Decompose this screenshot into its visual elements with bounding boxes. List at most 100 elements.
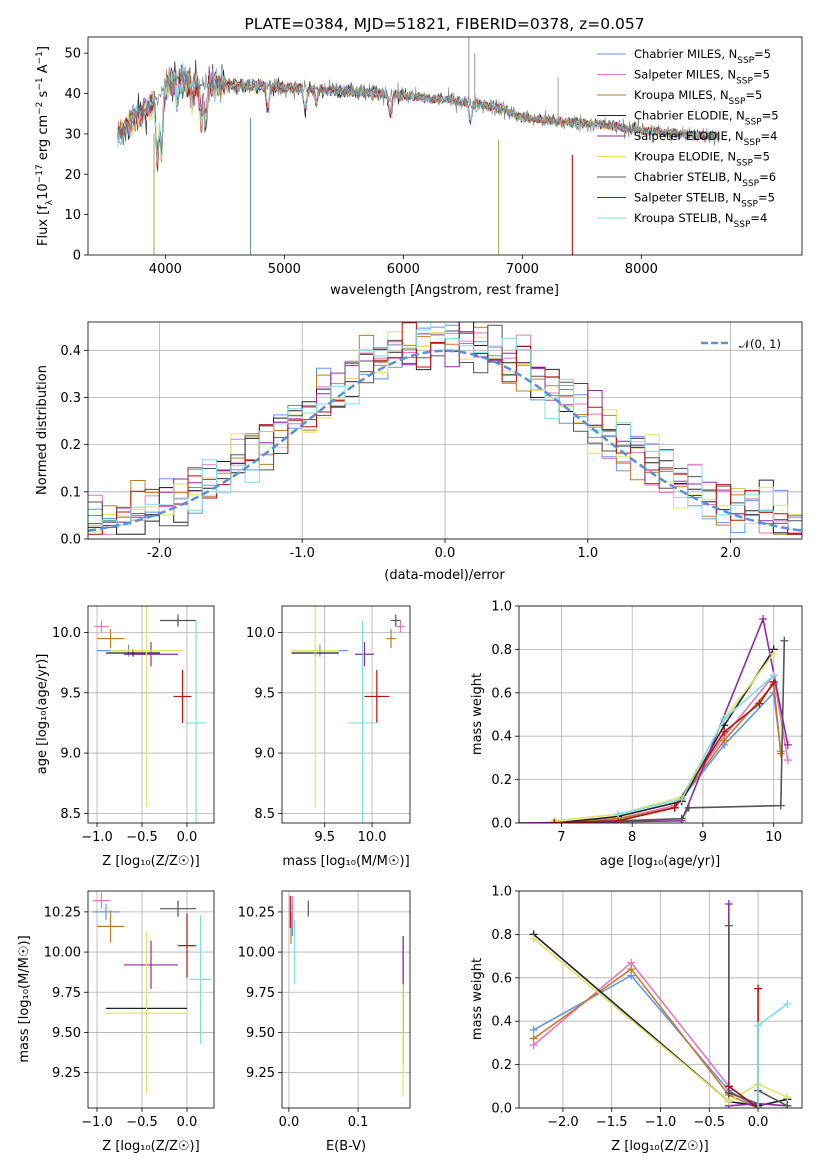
normal-curve-line <box>88 349 802 532</box>
age_vs_Z-point-1 <box>94 620 109 633</box>
weight_vs_Z-x-tick-label: −1.5 <box>596 1115 628 1130</box>
age_vs_Z-x-tick-label: 0.0 <box>177 830 198 845</box>
weight_vs_age-series-8 <box>614 671 778 819</box>
age_vs_Z-y-tick-label: 9.5 <box>60 686 81 701</box>
weight_vs_age-axes-frame <box>518 605 803 824</box>
mass_vs_ebv-y-tick-label: 9.50 <box>246 1026 275 1041</box>
series-marker <box>724 900 733 909</box>
series-marker <box>724 1097 733 1106</box>
residuals-x-tick-label: -1.0 <box>290 546 315 561</box>
residuals-x-tick-label: 0.0 <box>435 546 456 561</box>
mass_vs_ebv-x-tick-label: 0.0 <box>279 1115 300 1130</box>
weight_vs_Z-y-tick-label: 0.6 <box>491 971 512 986</box>
residuals-y-tick-label: 0.3 <box>60 391 81 406</box>
spectrum-data-line <box>117 70 719 146</box>
series-marker <box>783 1093 792 1102</box>
age_vs_mass-y-tick-label: 9.5 <box>254 686 275 701</box>
mass_vs_Z-point-7 <box>178 913 196 978</box>
series-marker <box>780 636 789 645</box>
series-marker <box>627 965 636 974</box>
mass_vs_ebv-x-label: E(B-V) <box>326 1139 366 1154</box>
spectrum-y-tick-label: 10 <box>64 208 81 223</box>
series-marker <box>754 984 763 993</box>
weight_vs_age-series-7 <box>550 677 778 823</box>
age_vs_Z-x-tick-label: −0.5 <box>126 830 158 845</box>
mass_vs_Z-x-tick-label: −1.0 <box>81 1115 113 1130</box>
series-line <box>554 682 782 823</box>
age_vs_mass-point-8 <box>348 620 377 823</box>
weight_vs_Z-y-tick-label: 0.0 <box>491 1102 512 1117</box>
weight_vs_Z-y-tick-label: 0.8 <box>491 928 512 943</box>
spectrum-y-tick-label: 50 <box>64 47 81 62</box>
weight_vs_Z-axes-frame <box>518 890 803 1109</box>
age_vs_mass-point-7 <box>364 669 390 723</box>
series-line <box>533 938 788 1103</box>
residuals-axes-frame <box>87 321 803 540</box>
spectrum-y-tick-label: 0 <box>73 249 81 264</box>
series-marker <box>776 749 785 758</box>
series-marker <box>769 649 778 658</box>
residuals-y-tick-label: 0.1 <box>60 485 81 500</box>
age_vs_mass-x-label: mass [log₁₀(M/M☉)] <box>282 854 409 869</box>
mass_vs_Z-point-4 <box>124 940 178 990</box>
mass_vs_Z-y-tick-label: 9.50 <box>52 1026 81 1041</box>
spectrum-x-tick-label: 4000 <box>149 262 182 277</box>
spectrum-x-tick-label: 7000 <box>506 262 539 277</box>
weight_vs_Z-x-tick-label: −0.5 <box>694 1115 726 1130</box>
age_vs_mass-y-tick-label: 8.5 <box>254 807 275 822</box>
mass_vs_Z-y-label: mass [log₁₀(M/M☉)] <box>17 935 32 1062</box>
series-marker <box>754 1104 763 1108</box>
age_vs_mass-point-4 <box>355 642 374 667</box>
mass_vs_ebv-x-tick-label: 0.1 <box>348 1115 369 1130</box>
spectrum-x-tick-label: 5000 <box>268 262 301 277</box>
mass_vs_Z-x-label: Z [log₁₀(Z/Z☉)] <box>102 1139 199 1154</box>
series-marker <box>529 1025 538 1034</box>
mass_vs_Z-point-0 <box>92 903 120 920</box>
series-line <box>533 933 788 1107</box>
age_vs_mass-x-tick-label: 10.0 <box>358 830 387 845</box>
age_vs_mass-plot-area <box>291 606 406 823</box>
series-marker <box>755 699 764 708</box>
mass_vs_ebv-y-tick-label: 10.00 <box>238 946 275 961</box>
series-marker <box>614 810 623 819</box>
weight_vs_Z-series-8 <box>754 999 792 1108</box>
mass_vs_Z-x-tick-label: −0.5 <box>126 1115 158 1130</box>
series-marker <box>754 1021 763 1030</box>
mass_vs_Z-point-2 <box>97 910 124 943</box>
age_vs_mass-point-1 <box>395 620 406 633</box>
age_vs_Z-axes-frame <box>87 605 215 824</box>
residuals-x-tick-label: 1.0 <box>577 546 598 561</box>
legend-entry-6: Chabrier STELIB, NSSP=6 <box>634 170 776 189</box>
residuals-y-tick-label: 0.2 <box>60 438 81 453</box>
residuals-y-label: Normed distribution <box>35 365 50 495</box>
age_vs_Z-point-4 <box>124 642 178 667</box>
legend-entry-8: Kroupa STELIB, NSSP=4 <box>634 211 767 230</box>
series-line <box>617 674 775 816</box>
residuals-plot-area <box>88 322 802 535</box>
series-marker <box>677 814 686 823</box>
weight_vs_age-y-tick-label: 0.2 <box>491 773 512 788</box>
age_vs_Z-plot-area <box>94 606 207 823</box>
series-marker <box>759 615 768 624</box>
spectrum-x-tick-label: 6000 <box>387 262 420 277</box>
series-marker <box>724 921 733 930</box>
age_vs_mass-y-tick-label: 9.0 <box>254 747 275 762</box>
series-marker <box>670 803 679 812</box>
series-marker <box>684 803 693 812</box>
residuals-y-tick-label: 0.4 <box>60 344 81 359</box>
series-marker <box>776 801 785 810</box>
mass_vs_Z-point-8 <box>189 915 212 1044</box>
series-marker <box>724 1082 733 1091</box>
mass_vs_Z-point-5 <box>106 932 187 1094</box>
age_vs_Z-point-6 <box>160 614 196 627</box>
series-marker <box>783 740 792 749</box>
mass_vs_Z-point-1 <box>92 892 111 909</box>
weight_vs_Z-y-tick-label: 0.4 <box>491 1015 512 1030</box>
series-marker <box>677 795 686 804</box>
mass_vs_Z-plot-area <box>92 892 212 1094</box>
weight_vs_age-y-tick-label: 1.0 <box>491 600 512 615</box>
spectrum-y-tick-label: 20 <box>64 168 81 183</box>
age_vs_Z-point-8 <box>185 620 207 823</box>
legend-entry-3: Chabrier ELODIE, NSSP=5 <box>634 109 779 128</box>
spectrum-axes-frame <box>87 36 803 256</box>
